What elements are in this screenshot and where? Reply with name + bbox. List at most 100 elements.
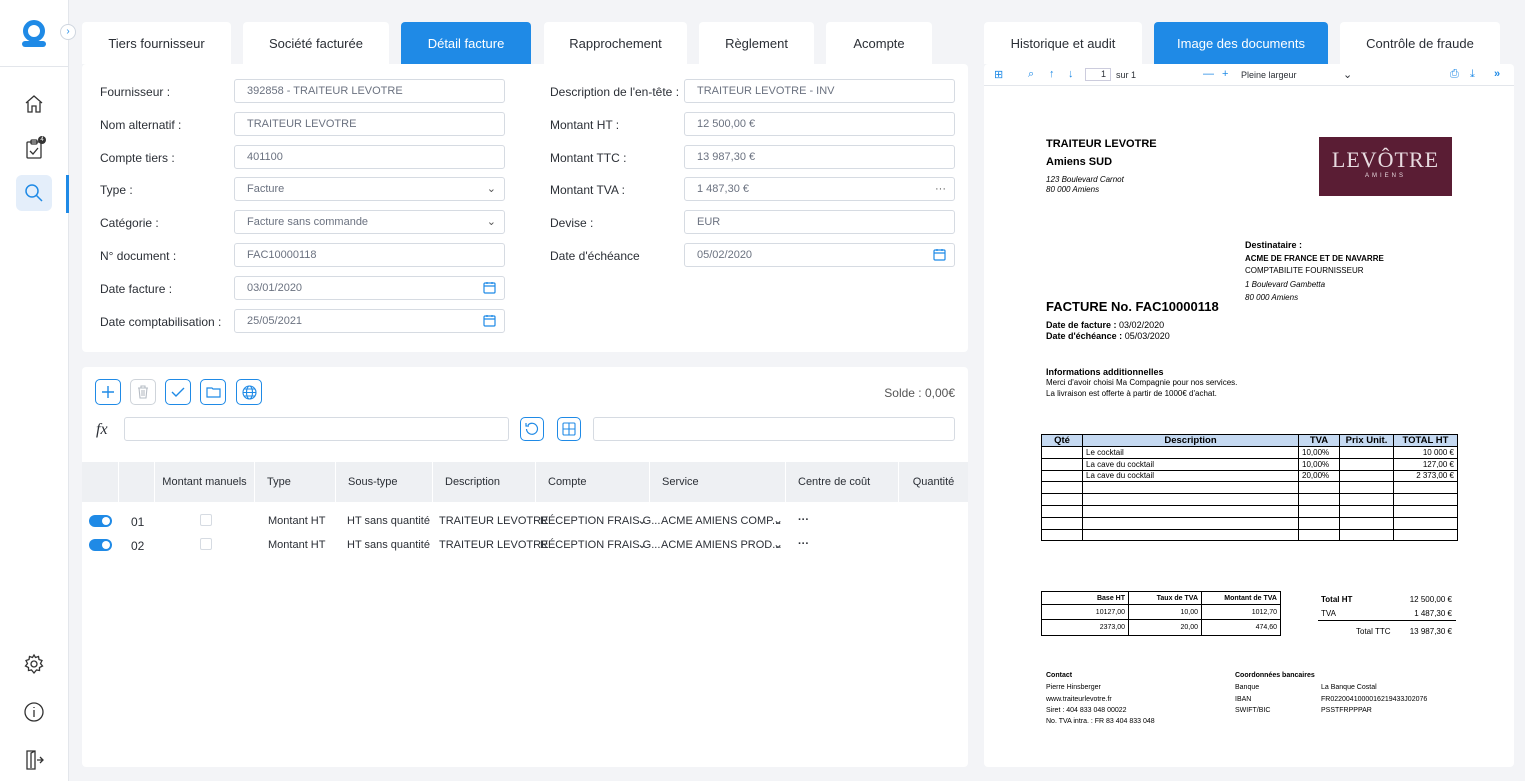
calendar-icon[interactable] — [483, 310, 496, 335]
invoice-item-row — [1041, 516, 1458, 530]
invoice-items-table: Qté Description TVA Prix Unit. TOTAL HT … — [1041, 434, 1458, 542]
globe-button[interactable] — [236, 379, 262, 405]
more-tools-icon[interactable]: » — [1494, 68, 1501, 80]
formula-result-input[interactable] — [593, 417, 955, 441]
zoom-select[interactable]: Pleine largeur — [1241, 70, 1297, 80]
chevron-down-icon[interactable]: ⌄ — [1343, 69, 1353, 81]
more-options-icon[interactable]: ··· — [798, 538, 809, 550]
line-description: TRAITEUR LEVOTRE — [439, 539, 549, 551]
header-sous-type[interactable]: Sous-type — [336, 462, 433, 502]
tab-historique-audit[interactable]: Historique et audit — [984, 22, 1142, 64]
zoom-in-icon[interactable]: + — [1222, 68, 1229, 80]
item-qty — [1041, 446, 1083, 459]
sidebar-item-settings[interactable] — [16, 646, 52, 682]
logo-text: LEVÔTRE — [1331, 147, 1440, 172]
sidebar-item-tasks[interactable]: 4 — [16, 131, 52, 167]
tab-acompte[interactable]: Acompte — [826, 22, 932, 64]
arrow-down-icon[interactable]: ↓ — [1068, 68, 1074, 80]
manual-amount-checkbox[interactable] — [200, 514, 212, 526]
supplier-field[interactable]: 392858 - TRAITEUR LEVOTRE — [234, 79, 505, 103]
category-select[interactable]: Facture sans commande ⌄ — [234, 210, 505, 234]
viewer-toolbar: ⊞ ⌕ ↑ ↓ 1 sur 1 — + Pleine largeur ⌄ ⎙ ⤓… — [984, 64, 1514, 86]
manual-amount-checkbox[interactable] — [200, 538, 212, 550]
alt-name-field[interactable]: TRAITEUR LEVOTRE — [234, 112, 505, 136]
header-description-field[interactable]: TRAITEUR LEVOTRE - INV — [684, 79, 955, 103]
info-title: Informations additionnelles — [1046, 367, 1164, 377]
delete-line-button[interactable] — [130, 379, 156, 405]
zoom-out-icon[interactable]: — — [1203, 68, 1214, 80]
chevron-down-icon[interactable]: ⌄ — [637, 513, 648, 527]
calculator-button[interactable] — [557, 417, 581, 441]
line-toggle[interactable] — [89, 515, 112, 527]
sidebar-toggle-icon[interactable]: ⊞ — [994, 69, 1004, 81]
formula-input[interactable] — [124, 417, 509, 441]
sidebar-item-search[interactable] — [16, 175, 52, 211]
globe-icon — [241, 384, 257, 400]
account-field[interactable]: 401100 — [234, 145, 505, 169]
tva-value: 1 487,30 € — [1414, 609, 1452, 618]
tab-rapprochement[interactable]: Rapprochement — [544, 22, 687, 64]
invoice-date-field[interactable]: 03/01/2020 — [234, 276, 505, 300]
line-account[interactable]: RÉCEPTION FRAIS G... — [540, 539, 661, 551]
amount-tva-field[interactable]: 1 487,30 € ··· — [684, 177, 955, 201]
sidebar-item-info[interactable] — [16, 694, 52, 730]
posting-date-field[interactable]: 25/05/2021 — [234, 309, 505, 333]
chevron-down-icon[interactable]: ⌄ — [773, 537, 784, 551]
tab-controle-fraude[interactable]: Contrôle de fraude — [1340, 22, 1500, 64]
bank-title: Coordonnées bancaires — [1235, 672, 1315, 679]
amount-ttc-field[interactable]: 13 987,30 € — [684, 145, 955, 169]
tab-image-documents[interactable]: Image des documents — [1154, 22, 1328, 64]
currency-field[interactable]: EUR — [684, 210, 955, 234]
folder-button[interactable] — [200, 379, 226, 405]
download-icon[interactable]: ⤓ — [1470, 68, 1475, 80]
search-icon[interactable]: ⌕ — [1028, 68, 1035, 80]
print-icon[interactable]: ⎙ — [1450, 68, 1459, 80]
header-type[interactable]: Type — [255, 462, 336, 502]
add-line-button[interactable] — [95, 379, 121, 405]
sidebar-item-home[interactable] — [16, 86, 52, 122]
chevron-down-icon[interactable]: ⌄ — [773, 513, 784, 527]
chevron-down-icon[interactable]: ⌄ — [637, 537, 648, 551]
header-compte[interactable]: Compte — [536, 462, 650, 502]
tab-reglement[interactable]: Règlement — [699, 22, 814, 64]
sidebar-item-logout[interactable] — [16, 742, 52, 778]
bank-value: PSSTFRPPPAR — [1321, 707, 1372, 714]
bank-label: SWIFT/BIC — [1235, 707, 1271, 714]
tab-societe-facturee[interactable]: Société facturée — [243, 22, 389, 64]
type-select[interactable]: Facture ⌄ — [234, 177, 505, 201]
due-date-field[interactable]: 05/02/2020 — [684, 243, 955, 267]
field-label: Nom alternatif : — [100, 118, 182, 132]
document-number-field[interactable]: FAC10000118 — [234, 243, 505, 267]
line-service[interactable]: ACME AMIENS PROD... — [661, 539, 782, 551]
company-logo: LEVÔTRE AMIENS — [1319, 137, 1452, 196]
header-quantite[interactable]: Quantité — [912, 476, 955, 488]
header-centre-cout[interactable]: Centre de coût — [786, 462, 899, 502]
tab-detail-facture[interactable]: Détail facture — [401, 22, 531, 64]
header-service[interactable]: Service — [650, 462, 786, 502]
more-options-icon[interactable]: ··· — [935, 183, 946, 195]
calendar-icon[interactable] — [933, 244, 946, 269]
invoice-item-row — [1041, 493, 1458, 506]
refresh-button[interactable] — [520, 417, 544, 441]
line-service[interactable]: ACME AMIENS COMP... — [661, 515, 782, 527]
line-number: 01 — [131, 515, 145, 529]
line-toggle[interactable] — [89, 539, 112, 551]
header-description[interactable]: Description — [433, 462, 536, 502]
more-options-icon[interactable]: ··· — [798, 514, 809, 526]
header-toggle-column — [82, 462, 119, 502]
items-header: TVA — [1298, 434, 1340, 447]
tab-tiers-fournisseur[interactable]: Tiers fournisseur — [82, 22, 231, 64]
line-account[interactable]: RÉCEPTION FRAIS G... — [540, 515, 661, 527]
logo-subtext: AMIENS — [1364, 173, 1406, 179]
amount-ht-field[interactable]: 12 500,00 € — [684, 112, 955, 136]
page-input[interactable]: 1 — [1085, 68, 1111, 81]
collapse-sidebar-button[interactable]: › — [60, 24, 76, 40]
arrow-up-icon[interactable]: ↑ — [1049, 68, 1055, 80]
page-count: sur 1 — [1116, 70, 1137, 80]
calendar-icon[interactable] — [483, 277, 496, 302]
validate-button[interactable] — [165, 379, 191, 405]
header-montant-manuels[interactable]: Montant manuels — [155, 462, 255, 502]
line-description: TRAITEUR LEVOTRE — [439, 515, 549, 527]
line-subtype: HT sans quantité — [347, 515, 430, 527]
field-label: Fournisseur : — [100, 85, 171, 99]
